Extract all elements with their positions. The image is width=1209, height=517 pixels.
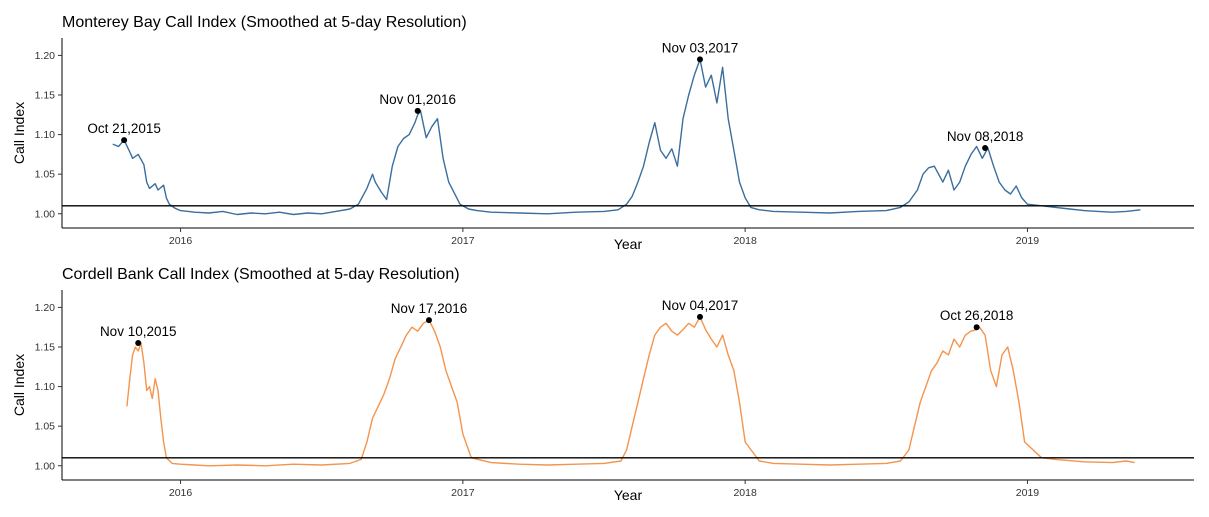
y-tick-label: 1.15 (35, 90, 56, 102)
peak-label: Nov 04,2017 (662, 298, 739, 313)
peak-label: Nov 08,2018 (947, 129, 1024, 144)
y-tick-label: 1.05 (35, 421, 56, 433)
peak-label: Nov 17,2016 (391, 301, 468, 316)
y-tick-label: 1.10 (35, 381, 56, 393)
y-tick-label: 1.20 (35, 50, 56, 62)
peak-label: Nov 10,2015 (100, 324, 177, 339)
x-tick-label: 2018 (733, 235, 757, 247)
chart-panel-1: Monterey Bay Call Index (Smoothed at 5-d… (11, 14, 1194, 252)
y-tick-label: 1.15 (35, 342, 56, 354)
y-tick-label: 1.00 (35, 208, 56, 220)
peak-label: Oct 26,2018 (940, 308, 1014, 323)
peak-point (696, 313, 703, 320)
peak-point (414, 107, 421, 114)
peak-point (973, 324, 980, 331)
y-tick-label: 1.00 (35, 460, 56, 472)
x-tick-label: 2016 (169, 487, 193, 499)
peak-label: Nov 01,2016 (379, 92, 456, 107)
x-tick-label: 2017 (451, 235, 475, 247)
peak-point (982, 145, 989, 152)
x-axis-label: Year (614, 487, 643, 503)
y-tick-label: 1.20 (35, 302, 56, 314)
peak-label: Oct 21,2015 (87, 121, 161, 136)
y-tick-label: 1.10 (35, 129, 56, 141)
peak-point (135, 340, 142, 347)
x-tick-label: 2019 (1016, 235, 1040, 247)
chart-panel-2: Cordell Bank Call Index (Smoothed at 5-d… (11, 266, 1194, 503)
y-axis-label: Call Index (11, 354, 27, 416)
y-axis-label: Call Index (11, 102, 27, 164)
chart-title: Cordell Bank Call Index (Smoothed at 5-d… (62, 266, 460, 283)
x-tick-label: 2019 (1016, 487, 1040, 499)
peak-point (121, 137, 128, 144)
peak-point (425, 317, 432, 324)
y-tick-label: 1.05 (35, 169, 56, 181)
chart-title: Monterey Bay Call Index (Smoothed at 5-d… (62, 14, 467, 31)
peak-point (696, 56, 703, 63)
x-axis-label: Year (614, 236, 643, 252)
peak-label: Nov 03,2017 (662, 40, 739, 55)
series-line-1 (126, 316, 1135, 467)
x-tick-label: 2018 (733, 487, 757, 499)
series-line-1 (112, 58, 1141, 216)
x-tick-label: 2017 (451, 487, 475, 499)
x-tick-label: 2016 (169, 235, 193, 247)
